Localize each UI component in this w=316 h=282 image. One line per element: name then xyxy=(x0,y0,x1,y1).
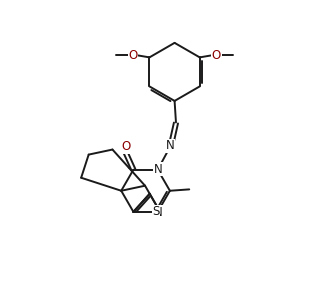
Text: N: N xyxy=(154,163,163,176)
Text: S: S xyxy=(152,205,160,218)
Text: N: N xyxy=(166,139,175,152)
Text: N: N xyxy=(154,206,163,219)
Text: O: O xyxy=(128,49,137,62)
Text: O: O xyxy=(212,49,221,62)
Text: O: O xyxy=(122,140,131,153)
